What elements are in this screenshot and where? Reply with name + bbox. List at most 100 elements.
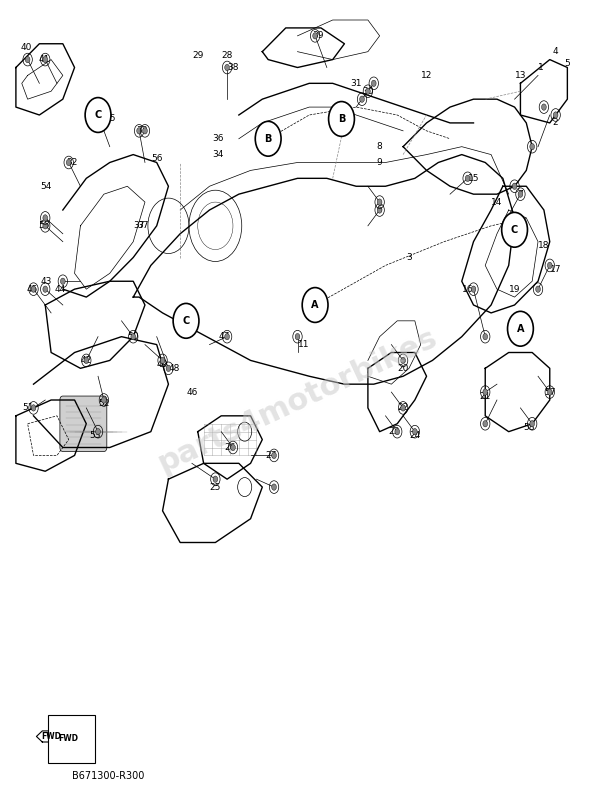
Circle shape (365, 88, 370, 94)
Text: B671300-R300: B671300-R300 (71, 771, 144, 781)
Text: 35: 35 (104, 114, 115, 123)
Text: 27: 27 (265, 451, 277, 460)
Circle shape (225, 64, 230, 70)
Text: C: C (511, 225, 518, 234)
Circle shape (530, 143, 534, 150)
Text: A: A (516, 324, 524, 334)
Circle shape (395, 429, 400, 435)
Circle shape (412, 429, 417, 435)
Text: 24: 24 (409, 431, 421, 440)
Circle shape (483, 421, 487, 427)
Text: 54: 54 (40, 182, 52, 190)
Text: B: B (338, 114, 345, 124)
Circle shape (61, 278, 65, 285)
Text: 45: 45 (27, 285, 38, 294)
Circle shape (401, 405, 405, 411)
Text: C: C (95, 110, 102, 120)
Text: B: B (265, 134, 272, 144)
Text: 6: 6 (377, 206, 383, 214)
Text: 46: 46 (186, 387, 198, 397)
Text: 14: 14 (491, 198, 503, 206)
Text: 18: 18 (538, 241, 550, 250)
Text: 8: 8 (377, 142, 383, 151)
Text: 49: 49 (157, 360, 168, 369)
Text: 20: 20 (397, 364, 409, 373)
Circle shape (471, 286, 476, 292)
Text: parts4motorbikes: parts4motorbikes (153, 322, 442, 478)
Text: 11: 11 (298, 340, 309, 349)
Circle shape (401, 358, 405, 363)
Text: 9: 9 (377, 158, 383, 167)
Circle shape (255, 122, 281, 156)
Text: 15: 15 (468, 174, 479, 183)
Circle shape (96, 429, 101, 435)
Circle shape (96, 112, 101, 118)
Text: 7: 7 (518, 190, 524, 198)
Circle shape (360, 96, 364, 102)
Text: 31: 31 (350, 79, 362, 88)
Circle shape (225, 334, 230, 340)
Text: 41: 41 (38, 55, 50, 64)
Text: 33: 33 (136, 126, 148, 135)
Circle shape (483, 334, 487, 340)
Circle shape (377, 199, 382, 206)
Text: 4: 4 (553, 47, 559, 56)
Text: 56: 56 (151, 154, 162, 163)
Circle shape (536, 286, 540, 292)
Text: 16: 16 (462, 285, 474, 294)
Circle shape (43, 214, 48, 221)
Text: 52: 52 (98, 399, 109, 409)
Circle shape (272, 484, 277, 490)
Text: C: C (183, 316, 190, 326)
Text: FWD: FWD (59, 734, 79, 743)
Text: 29: 29 (192, 51, 203, 60)
Circle shape (173, 303, 199, 338)
Circle shape (43, 286, 48, 292)
Circle shape (137, 128, 142, 134)
Text: 1: 1 (538, 63, 544, 72)
Circle shape (518, 191, 523, 198)
Text: 40: 40 (21, 43, 32, 52)
Circle shape (166, 365, 171, 371)
Text: 34: 34 (212, 150, 224, 159)
Circle shape (213, 476, 218, 482)
Circle shape (502, 212, 528, 247)
Text: 37: 37 (137, 222, 149, 230)
Circle shape (67, 159, 71, 166)
Text: 48: 48 (168, 364, 180, 373)
Text: 37: 37 (133, 222, 145, 230)
Circle shape (231, 444, 235, 450)
Circle shape (547, 389, 552, 395)
Circle shape (102, 112, 107, 118)
Circle shape (508, 311, 533, 346)
Text: 26: 26 (224, 443, 236, 452)
Circle shape (85, 98, 111, 133)
Circle shape (483, 389, 487, 395)
Text: 13: 13 (515, 71, 526, 80)
Circle shape (43, 57, 48, 62)
Text: 3: 3 (406, 253, 412, 262)
Circle shape (547, 262, 552, 269)
FancyBboxPatch shape (48, 715, 95, 762)
Text: FWD: FWD (41, 732, 61, 741)
Circle shape (272, 452, 277, 458)
Text: 30: 30 (362, 86, 374, 96)
Text: 57: 57 (544, 387, 556, 397)
Text: 42: 42 (81, 356, 92, 365)
Circle shape (31, 286, 36, 292)
Text: 2: 2 (553, 118, 559, 127)
Text: 22: 22 (397, 403, 409, 413)
Circle shape (512, 183, 517, 190)
Text: 17: 17 (550, 265, 562, 274)
Text: 32: 32 (66, 158, 77, 167)
Text: 28: 28 (221, 51, 233, 60)
Circle shape (160, 358, 165, 363)
Text: 36: 36 (212, 134, 224, 143)
Circle shape (541, 104, 546, 110)
Circle shape (143, 128, 148, 134)
Text: 50: 50 (127, 332, 139, 341)
Circle shape (313, 33, 318, 39)
Text: 51: 51 (22, 403, 33, 413)
Circle shape (25, 57, 30, 62)
Text: 19: 19 (509, 285, 520, 294)
